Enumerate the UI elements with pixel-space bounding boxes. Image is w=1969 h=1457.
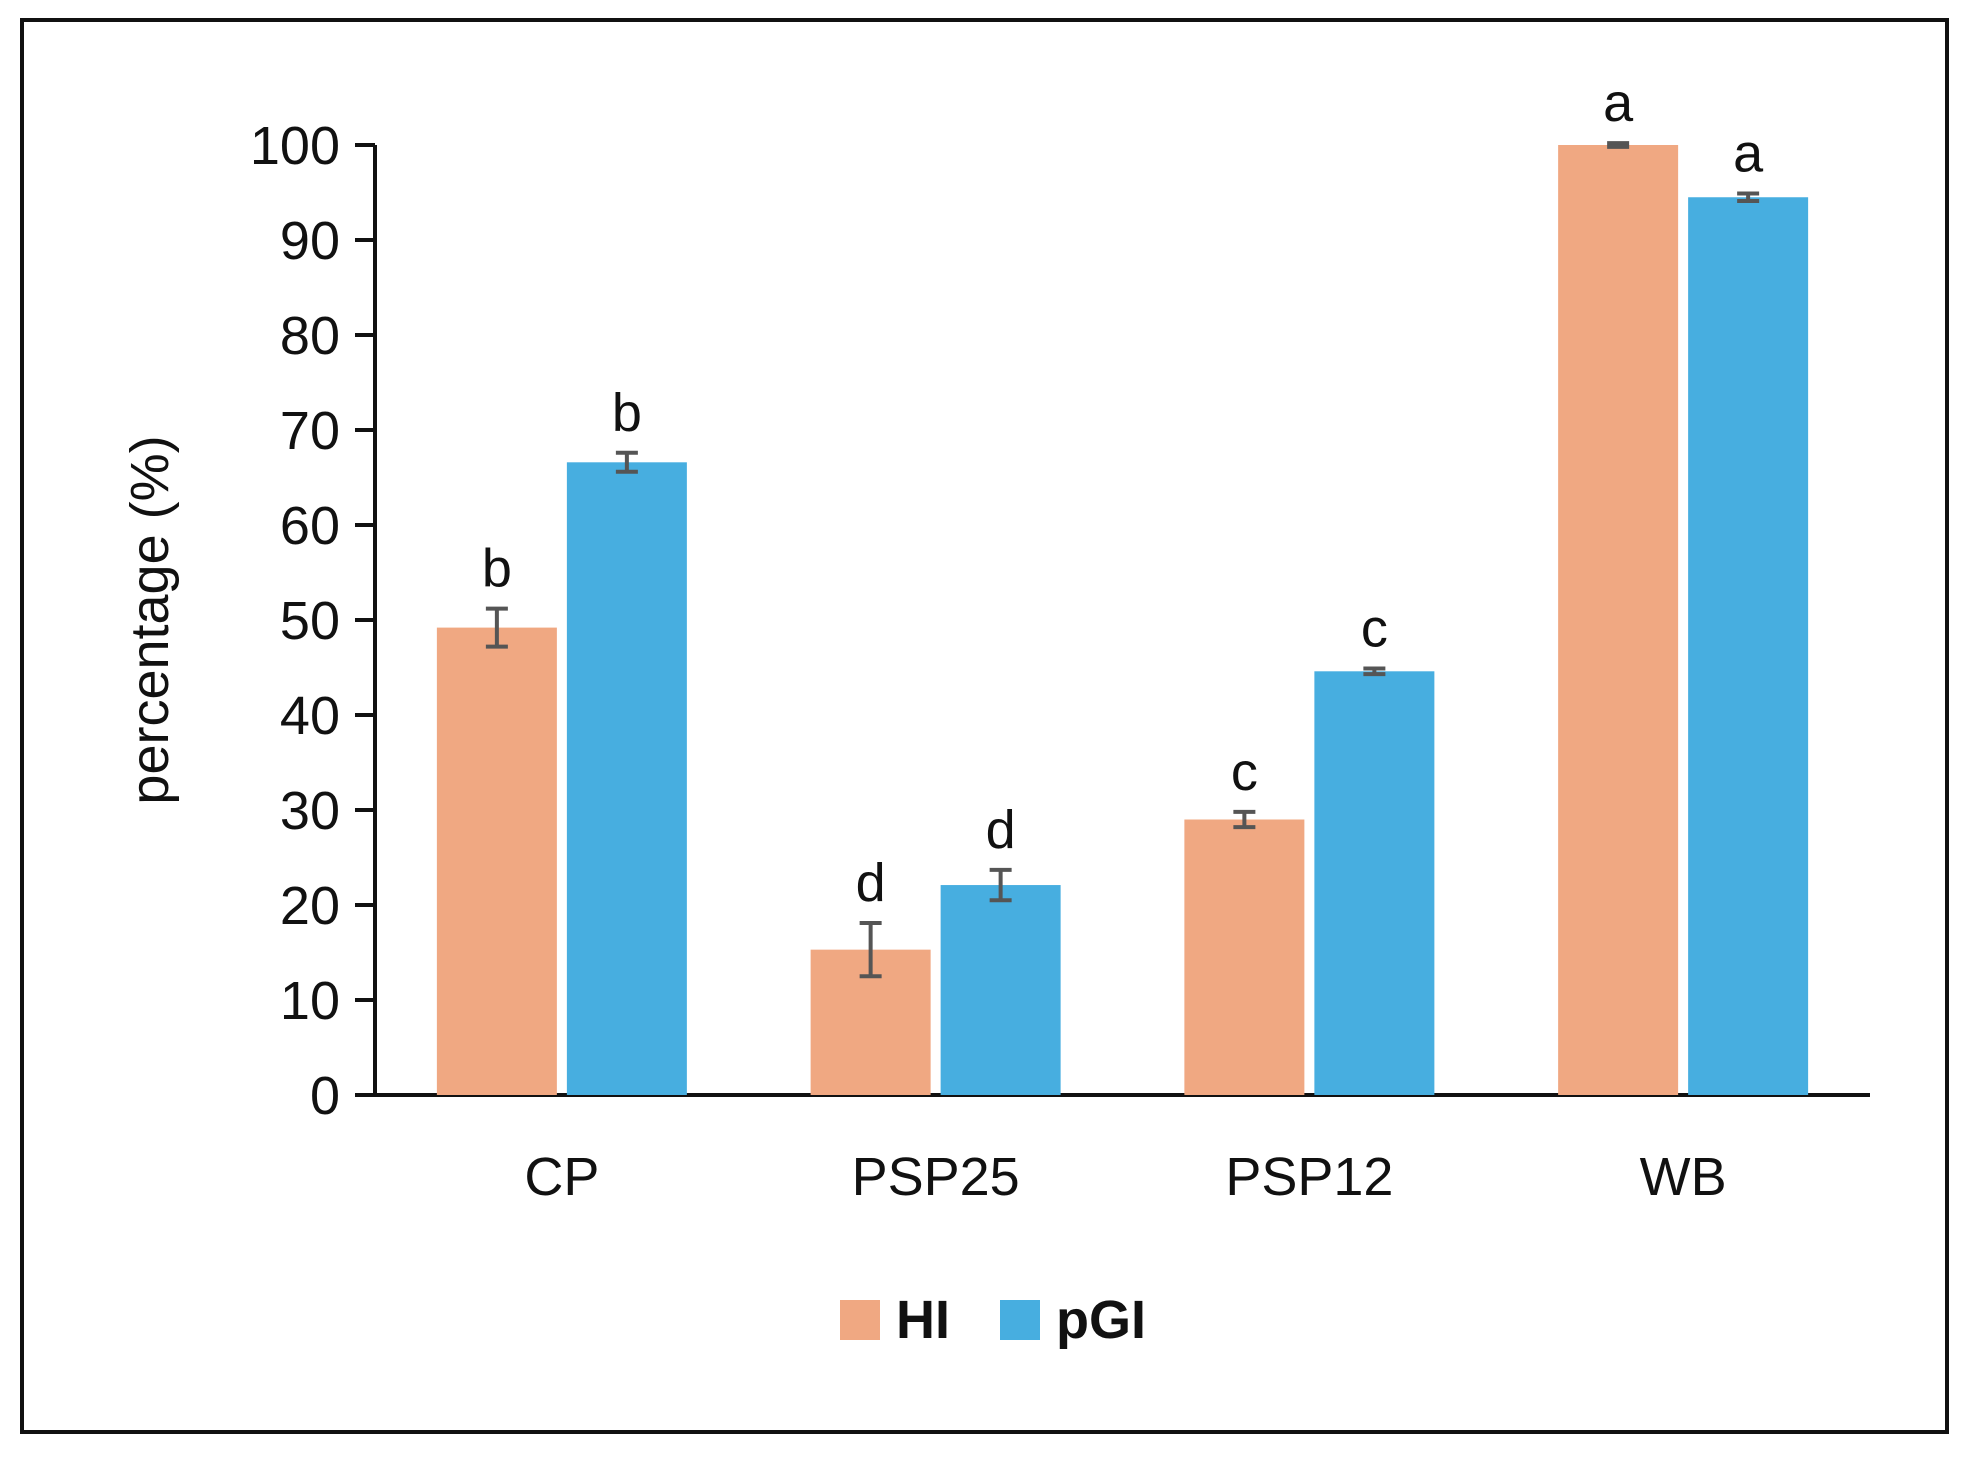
error-bar-HI-PSP12 bbox=[1233, 809, 1256, 830]
y-axis: 0 10 20 30 40 50 60 70 80 90 100 bbox=[250, 116, 377, 1126]
significance-letter: b bbox=[612, 383, 642, 443]
y-tick-label: 0 bbox=[310, 1066, 340, 1126]
bars bbox=[436, 145, 1809, 1095]
error-bar-HI-PSP25 bbox=[859, 921, 882, 979]
error-bar-pGI-PSP25 bbox=[989, 867, 1012, 903]
legend-label: pGI bbox=[1056, 1290, 1146, 1350]
significance-letter: c bbox=[1361, 598, 1388, 658]
bar-HI-CP bbox=[436, 627, 557, 1095]
bar-HI-PSP12 bbox=[1184, 819, 1305, 1095]
y-tick-label: 20 bbox=[280, 876, 340, 936]
error-bar-HI-CP bbox=[485, 606, 508, 649]
y-tick-label: 10 bbox=[280, 971, 340, 1031]
significance-letter: d bbox=[986, 800, 1016, 860]
legend-item-pGI: pGI bbox=[1000, 1290, 1146, 1350]
error-bars bbox=[485, 141, 1760, 979]
bar-HI-WB bbox=[1558, 145, 1679, 1095]
x-category-label: PSP12 bbox=[1225, 1147, 1393, 1207]
bar-pGI-PSP12 bbox=[1314, 671, 1435, 1095]
error-bar-HI-WB bbox=[1607, 141, 1630, 149]
x-category-label: CP bbox=[524, 1147, 599, 1207]
y-tick-label: 70 bbox=[280, 401, 340, 461]
legend: HI pGI bbox=[840, 1290, 1146, 1350]
bar-pGI-WB bbox=[1688, 197, 1809, 1095]
error-bar-pGI-CP bbox=[615, 450, 638, 474]
legend-swatch bbox=[1000, 1300, 1040, 1340]
significance-letter: a bbox=[1733, 123, 1764, 183]
error-bar-pGI-WB bbox=[1737, 191, 1760, 204]
bar-pGI-CP bbox=[566, 462, 687, 1095]
legend-swatch bbox=[840, 1300, 880, 1340]
y-tick-label: 90 bbox=[280, 211, 340, 271]
y-axis-title: percentage (%) bbox=[120, 435, 180, 804]
y-tick-label: 40 bbox=[280, 686, 340, 746]
error-bar-pGI-PSP12 bbox=[1363, 666, 1386, 677]
significance-letter: d bbox=[856, 853, 886, 913]
significance-letter: b bbox=[482, 539, 512, 599]
x-category-label: PSP25 bbox=[852, 1147, 1020, 1207]
bar-pGI-PSP25 bbox=[940, 885, 1061, 1095]
y-tick-label: 60 bbox=[280, 496, 340, 556]
significance-labels: b d c a b d c a bbox=[482, 73, 1764, 913]
y-tick-label: 80 bbox=[280, 306, 340, 366]
legend-label: HI bbox=[896, 1290, 950, 1350]
x-category-label: WB bbox=[1640, 1147, 1727, 1207]
y-tick-label: 50 bbox=[280, 591, 340, 651]
significance-letter: a bbox=[1603, 73, 1634, 133]
y-tick-label: 30 bbox=[280, 781, 340, 841]
legend-item-HI: HI bbox=[840, 1290, 950, 1350]
y-tick-label: 100 bbox=[250, 116, 340, 176]
significance-letter: c bbox=[1231, 742, 1258, 802]
